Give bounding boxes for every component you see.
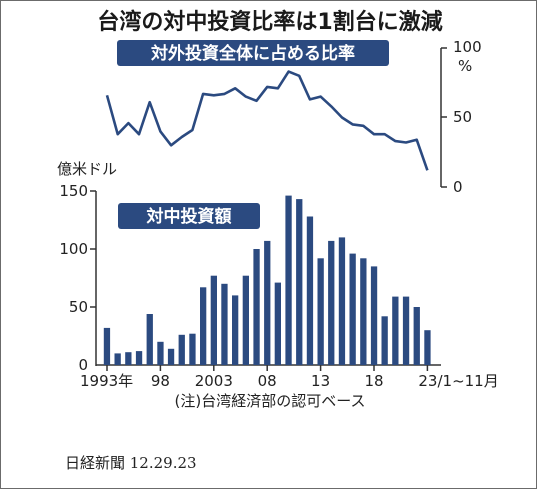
- source-credit: 日経新聞 12.29.23: [65, 454, 197, 472]
- bar-2004: [221, 283, 228, 365]
- bar-2011: [296, 199, 303, 365]
- bar-2005: [232, 295, 239, 365]
- bar-title-box: [118, 203, 260, 229]
- bar-1999: [167, 348, 175, 365]
- bar-x-ticks: 1993年 98 2003 08 13 18 23/1~11月: [80, 365, 499, 390]
- bar-2009: [274, 282, 281, 365]
- bar-note: (注)台湾経済部の認可ベース: [175, 392, 366, 410]
- x-tick-label: 23/1~11月: [418, 372, 498, 390]
- bar-2002: [200, 287, 207, 365]
- bar-2016: [349, 253, 356, 365]
- investment-bar-chart: 億米ドル 150 100 50 0 1993年 98 2003 08 13 18 23/1~…: [57, 160, 499, 410]
- bar-2013: [317, 258, 324, 365]
- bar-2008: [264, 240, 271, 365]
- bar-2012: [306, 216, 314, 365]
- x-tick-label: 1993年: [80, 372, 133, 390]
- bar-2015: [338, 237, 346, 365]
- bar-y-tick-label: 150: [59, 182, 88, 200]
- bar-y-tick-label: 100: [59, 240, 88, 258]
- bar-series: [103, 195, 431, 365]
- x-tick-label: 2003: [195, 372, 233, 390]
- bar-2021: [402, 296, 410, 365]
- ratio-title-box: [117, 40, 389, 66]
- x-tick-label: 18: [364, 372, 383, 390]
- bar-2007: [253, 249, 260, 365]
- ratio-y-tick-label: 50: [453, 108, 472, 126]
- bar-2023: [424, 330, 431, 365]
- bar-1993: [103, 327, 111, 365]
- ratio-y-unit: %: [458, 57, 472, 75]
- bar-1995: [125, 352, 132, 365]
- bar-2020: [392, 296, 399, 365]
- bar-2019: [381, 316, 388, 365]
- bar-1997: [146, 314, 153, 365]
- bar-2018: [370, 266, 378, 365]
- ratio-y-tick-label: 100: [453, 38, 482, 56]
- x-tick-label: 13: [311, 372, 330, 390]
- ratio-y-tick-label: 0: [453, 178, 463, 196]
- chart-title: 台湾の対中投資比率は1割台に激減: [97, 9, 442, 35]
- bar-1996: [135, 351, 143, 365]
- bar-y-tick-label: 0: [78, 356, 88, 374]
- bar-2022: [413, 307, 420, 365]
- bar-1994: [114, 353, 121, 365]
- bar-2010: [285, 195, 292, 365]
- bar-y-unit: 億米ドル: [57, 160, 117, 178]
- ratio-line-chart: 100 % 50 0 対外投資全体に占める比率: [105, 38, 482, 196]
- bar-2014: [328, 240, 335, 365]
- bar-2006: [242, 275, 249, 365]
- bar-y-tick-label: 50: [69, 298, 88, 316]
- bar-2017: [360, 258, 367, 365]
- bar-1998: [157, 341, 164, 365]
- bar-2000: [178, 334, 185, 365]
- bar-2003: [210, 275, 217, 365]
- ratio-chart-title: 対外投資全体に占める比率: [150, 43, 355, 64]
- bar-chart-title: 対中投資額: [146, 206, 232, 227]
- ratio-series-line: [105, 70, 429, 171]
- x-tick-label: 98: [151, 372, 170, 390]
- x-tick-label: 08: [258, 372, 277, 390]
- bar-2001: [189, 333, 196, 365]
